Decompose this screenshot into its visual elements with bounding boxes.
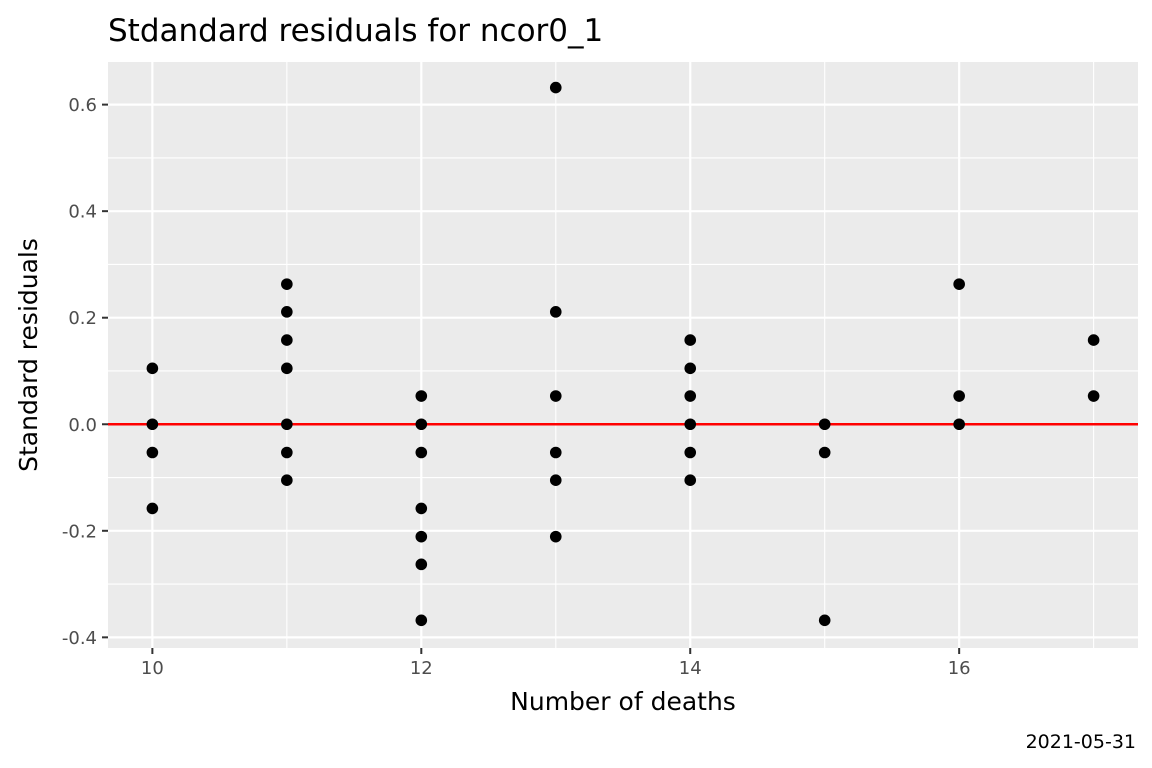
y-tick-label: 0.6 <box>68 95 97 116</box>
data-point <box>146 502 159 515</box>
data-point <box>549 390 562 402</box>
data-point <box>1087 390 1100 402</box>
data-point <box>1087 334 1100 346</box>
y-tick-label: 0.2 <box>68 308 97 329</box>
data-point <box>281 334 293 346</box>
data-point <box>281 278 293 290</box>
x-tick-label: 16 <box>948 658 971 679</box>
x-axis-title: Number of deaths <box>510 687 736 716</box>
data-point <box>281 362 293 375</box>
data-point <box>684 362 697 375</box>
data-point <box>146 418 159 431</box>
data-point <box>684 446 697 459</box>
x-tick-label: 12 <box>410 658 433 679</box>
data-point <box>415 502 428 515</box>
x-axis: 10 12 14 16 <box>141 648 971 679</box>
data-point <box>415 614 428 627</box>
y-tick-label: -0.2 <box>62 521 97 542</box>
data-point <box>549 81 562 94</box>
x-tick-label: 10 <box>141 658 164 679</box>
residual-points <box>146 81 1100 627</box>
y-tick-label: -0.4 <box>62 628 97 649</box>
data-point <box>281 306 293 318</box>
data-point <box>146 362 159 375</box>
data-point <box>953 390 965 402</box>
data-point <box>281 446 293 459</box>
data-point <box>415 390 428 402</box>
data-point <box>684 418 697 431</box>
x-tick-label: 14 <box>679 658 702 679</box>
data-point <box>818 446 831 459</box>
date-caption: 2021-05-31 <box>1026 731 1136 753</box>
chart-title: Stdandard residuals for ncor0_1 <box>108 13 603 49</box>
data-point <box>281 474 293 486</box>
data-point <box>684 334 697 346</box>
data-point <box>549 446 562 459</box>
plot-panel <box>108 62 1138 648</box>
data-point <box>549 530 562 543</box>
minor-gridlines <box>108 62 1138 648</box>
y-axis-title: Standard residuals <box>14 238 43 472</box>
data-point <box>415 558 428 571</box>
y-axis: -0.4 -0.2 0.0 0.2 0.4 0.6 <box>62 95 108 649</box>
data-point <box>415 418 428 431</box>
data-point <box>684 474 697 486</box>
data-point <box>281 418 293 431</box>
data-point <box>146 446 159 459</box>
y-tick-label: 0.4 <box>68 202 97 223</box>
data-point <box>818 614 831 627</box>
data-point <box>818 418 831 431</box>
data-point <box>549 306 562 318</box>
data-point <box>415 530 428 543</box>
data-point <box>684 390 697 402</box>
data-point <box>549 474 562 486</box>
data-point <box>953 278 965 290</box>
y-tick-label: 0.0 <box>68 415 97 436</box>
data-point <box>953 418 965 431</box>
data-point <box>415 446 428 459</box>
